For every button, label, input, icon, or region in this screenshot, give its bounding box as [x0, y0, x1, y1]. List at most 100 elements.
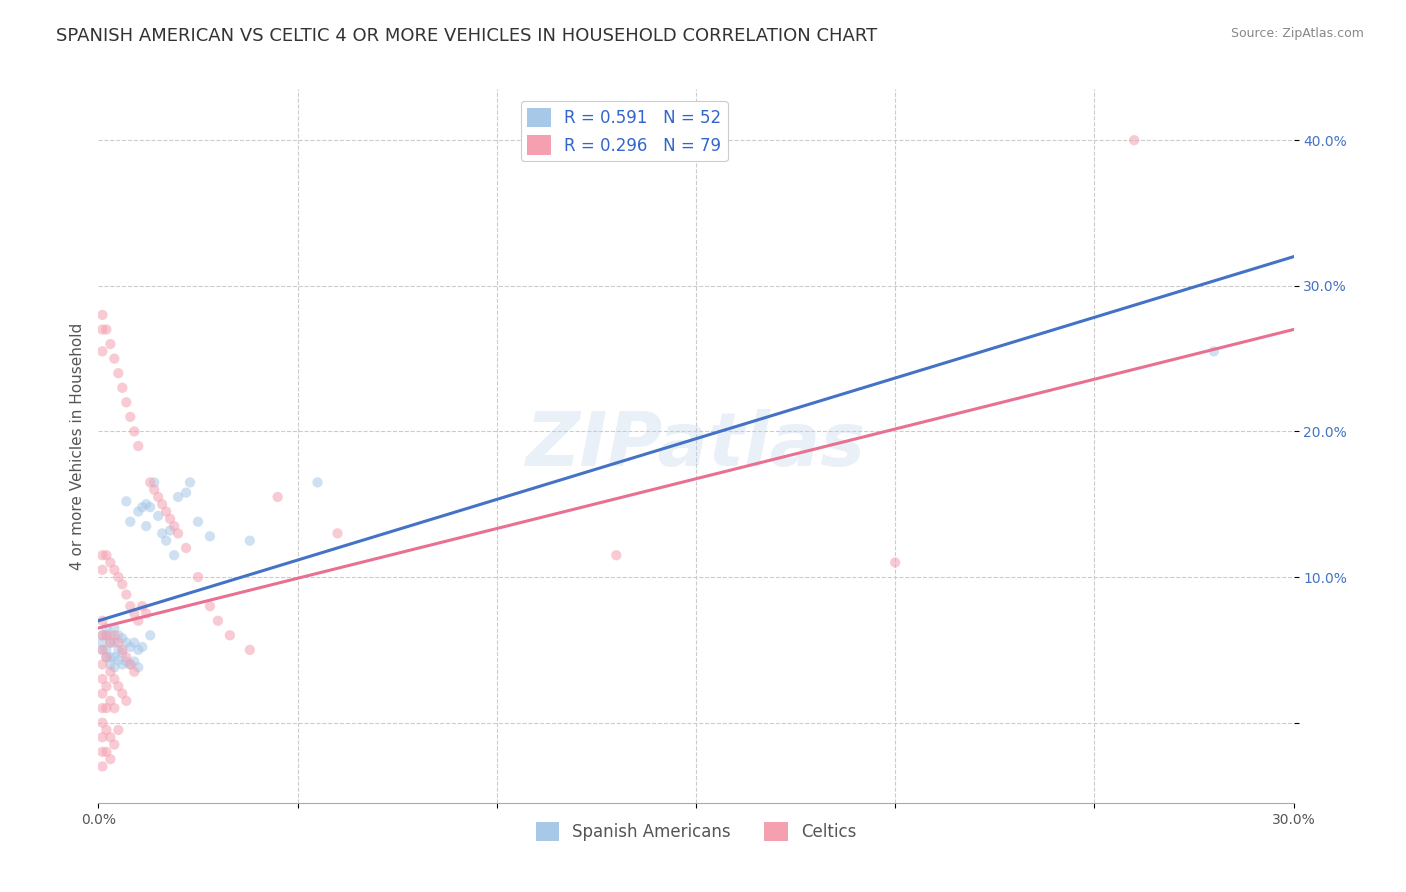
Point [91, 759, 114, 773]
Point [98, 556, 122, 570]
Point [107, 723, 129, 737]
Point [307, 475, 329, 490]
Point [98, 665, 122, 679]
Point [98, 635, 122, 649]
Point [115, 395, 138, 409]
Point [124, 635, 146, 649]
Point [98, 635, 122, 649]
Point [187, 570, 209, 584]
Point [91, 628, 114, 642]
Text: ZIPatlas: ZIPatlas [526, 409, 866, 483]
Point [107, 643, 129, 657]
Point [96, 628, 118, 642]
Point [1123, 133, 1146, 147]
Point [91, 643, 114, 657]
Point [174, 541, 197, 555]
Point [107, 628, 129, 642]
Point [148, 508, 170, 523]
Point [115, 655, 138, 669]
Point [91, 344, 114, 359]
Point [115, 588, 138, 602]
Point [98, 731, 122, 745]
Point [107, 635, 129, 649]
Point [167, 526, 190, 541]
Point [179, 475, 201, 490]
Point [98, 694, 122, 708]
Legend: Spanish Americans, Celtics: Spanish Americans, Celtics [529, 815, 863, 848]
Point [96, 621, 118, 635]
Point [91, 322, 114, 336]
Point [148, 490, 170, 504]
Point [163, 519, 186, 533]
Point [111, 643, 134, 657]
Point [115, 635, 138, 649]
Point [135, 607, 157, 621]
Point [91, 745, 114, 759]
Point [96, 745, 118, 759]
Point [127, 504, 149, 518]
Point [120, 640, 142, 654]
Point [91, 548, 114, 562]
Point [91, 563, 114, 577]
Point [605, 548, 627, 562]
Point [103, 738, 125, 752]
Point [111, 657, 134, 672]
Point [127, 439, 149, 453]
Point [187, 515, 209, 529]
Point [207, 614, 229, 628]
Point [267, 490, 290, 504]
Point [91, 657, 114, 672]
Point [124, 425, 146, 439]
Point [103, 628, 125, 642]
Point [124, 665, 146, 679]
Point [1202, 344, 1225, 359]
Point [884, 556, 907, 570]
Point [96, 701, 118, 715]
Point [124, 655, 146, 669]
Point [96, 322, 118, 336]
Point [103, 351, 125, 366]
Point [103, 635, 125, 649]
Point [219, 628, 242, 642]
Point [91, 715, 114, 730]
Point [111, 646, 134, 660]
Point [124, 607, 146, 621]
Point [91, 643, 114, 657]
Point [103, 650, 125, 665]
Point [91, 687, 114, 701]
Text: SPANISH AMERICAN VS CELTIC 4 OR MORE VEHICLES IN HOUSEHOLD CORRELATION CHART: SPANISH AMERICAN VS CELTIC 4 OR MORE VEH… [56, 27, 877, 45]
Point [115, 650, 138, 665]
Point [107, 653, 129, 667]
Point [150, 497, 173, 511]
Point [96, 679, 118, 693]
Point [163, 548, 186, 562]
Point [131, 640, 153, 654]
Point [96, 643, 118, 657]
Point [120, 599, 142, 614]
Point [120, 657, 142, 672]
Point [98, 650, 122, 665]
Point [167, 490, 190, 504]
Point [120, 409, 142, 424]
Point [96, 628, 118, 642]
Point [115, 494, 138, 508]
Point [135, 519, 157, 533]
Point [198, 599, 221, 614]
Point [96, 723, 118, 737]
Point [91, 635, 114, 649]
Point [107, 366, 129, 380]
Point [107, 570, 129, 584]
Point [120, 515, 142, 529]
Point [91, 614, 114, 628]
Point [91, 701, 114, 715]
Point [115, 694, 138, 708]
Point [98, 337, 122, 351]
Point [159, 524, 181, 538]
Point [239, 643, 262, 657]
Point [111, 577, 134, 591]
Point [159, 512, 181, 526]
Point [103, 660, 125, 674]
Point [135, 497, 157, 511]
Point [98, 752, 122, 766]
Point [111, 632, 134, 646]
